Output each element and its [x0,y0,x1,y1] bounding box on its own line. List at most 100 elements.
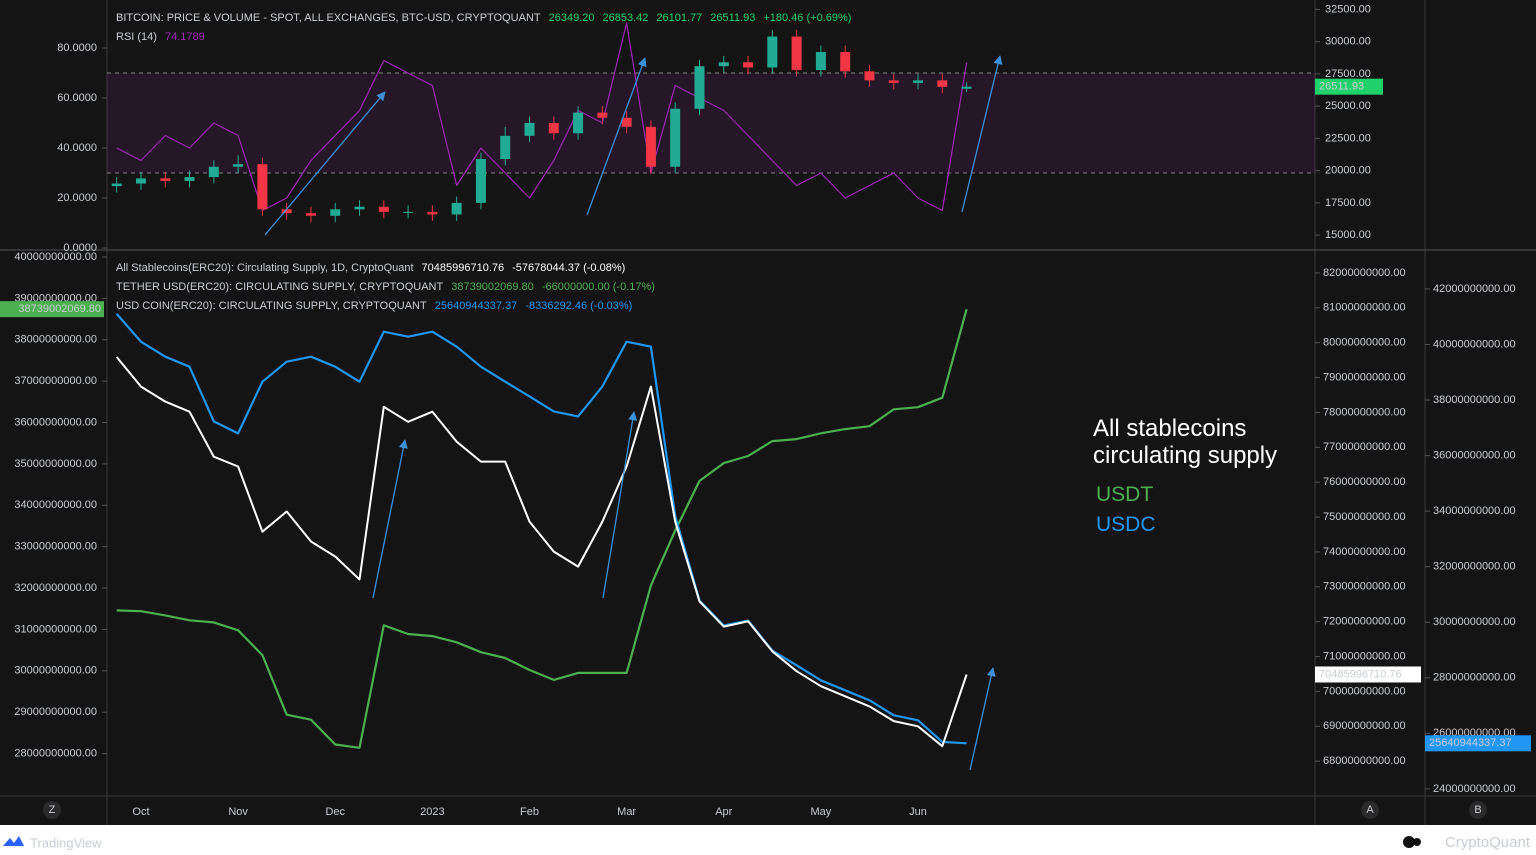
y-tick-label: 75000000000.00 [1323,511,1406,523]
candle-body [305,213,316,216]
axis-marker [1315,78,1383,95]
rsi-value: 74.1789 [165,31,205,43]
y-tick-label: 20.0000 [57,192,97,204]
y-tick-label: 30000000000.00 [14,665,97,677]
ui-button-label[interactable]: A [1366,804,1374,816]
chart-header: BITCOIN: PRICE & VOLUME - SPOT, ALL EXCH… [116,12,851,24]
axis-marker-label: 38739002069.80 [18,303,101,315]
candle-body [403,211,414,213]
y-tick-label: 28000000000.00 [1433,672,1516,684]
candle-body [475,159,486,203]
candle-body [743,62,754,68]
legend-change: -66000000.00 (-0.17%) [542,281,655,293]
candle-body [160,178,171,181]
y-tick-label: 32000000000.00 [1433,561,1516,573]
x-tick-label: Dec [325,806,345,818]
y-tick-label: 38000000000.00 [1433,394,1516,406]
axis-marker [1315,666,1421,683]
y-tick-label: 40000000000.00 [1433,338,1516,350]
axis-marker [0,301,104,318]
ui-button-label[interactable]: B [1474,804,1481,816]
series-line [115,313,967,745]
axis-marker-label: 26511.93 [1319,81,1364,93]
brand-right: CryptoQuant [1445,834,1531,851]
y-tick-label: 24000000000.00 [1433,783,1516,795]
y-tick-label: 31000000000.00 [14,623,97,635]
candle-body [597,112,608,118]
y-tick-label: 82000000000.00 [1323,267,1406,279]
x-tick-label: 2023 [420,806,444,818]
y-tick-label: 40000000000.00 [14,251,97,263]
y-tick-label: 38000000000.00 [14,334,97,346]
legend-entry: USD COIN(ERC20): CIRCULATING SUPPLY, CRY… [116,300,632,312]
y-tick-label: 79000000000.00 [1323,371,1406,383]
candle-body [135,178,146,184]
candle-body [378,206,389,212]
y-tick-label: 68000000000.00 [1323,755,1406,767]
y-tick-label: 36000000000.00 [1433,449,1516,461]
candle-body [208,166,219,178]
x-tick-label: Mar [617,806,636,818]
ui-button[interactable] [1361,801,1379,819]
annotation: USDC [1096,513,1156,536]
rsi-header: RSI (14) 74.1789 [116,31,205,43]
candle-body [791,36,802,71]
legend-name: USD COIN(ERC20): CIRCULATING SUPPLY, CRY… [116,300,427,312]
y-tick-label: 28000000000.00 [14,748,97,760]
y-tick-label: 34000000000.00 [14,499,97,511]
y-tick-label: 32500.00 [1325,3,1371,15]
y-tick-label: 32000000000.00 [14,582,97,594]
legend-change: -57678044.37 (-0.08%) [512,262,625,274]
candle-body [913,80,924,83]
candle-body [815,52,826,71]
y-tick-label: 29000000000.00 [14,706,97,718]
x-tick-label: Oct [132,806,149,818]
y-tick-label: 42000000000.00 [1433,283,1516,295]
y-tick-label: 72000000000.00 [1323,616,1406,628]
header-value: +180.46 (+0.69%) [763,12,851,24]
y-tick-label: 80.0000 [57,42,97,54]
x-tick-label: Nov [228,806,248,818]
candle-body [670,108,681,167]
candle-body [524,122,535,136]
candle-body [500,135,511,160]
y-tick-label: 17500.00 [1325,197,1371,209]
y-tick-label: 80000000000.00 [1323,337,1406,349]
ui-button[interactable] [43,801,61,819]
header-value: 26511.93 [710,12,755,24]
y-tick-label: 37000000000.00 [14,375,97,387]
candle-body [694,66,705,109]
y-tick-label: 70000000000.00 [1323,685,1406,697]
arrow [602,411,638,599]
rsi-band [107,73,1315,173]
candle-body [573,112,584,134]
annotation: All stablecoins circulating supply [1093,415,1278,469]
arrow [961,55,1003,213]
y-tick-label: 74000000000.00 [1323,546,1406,558]
arrow [969,667,996,771]
y-tick-label: 15000.00 [1325,229,1371,241]
brand-left: TradingView [30,835,102,850]
candle-body [961,86,972,89]
cryptoquant-icon [1403,836,1415,848]
candle-body [451,202,462,215]
axis-marker [1425,735,1531,752]
arrows [264,55,1003,771]
ui-button-label[interactable]: Z [49,804,56,816]
separators [0,0,1536,825]
footer [0,825,1536,855]
candle-body [111,183,122,187]
legend-name: All Stablecoins(ERC20): Circulating Supp… [116,262,414,274]
x-tick-label: Apr [715,806,732,818]
candle-body [548,122,559,134]
ui-button[interactable] [1469,801,1487,819]
y-tick-label: 35000000000.00 [14,458,97,470]
y-tick-label: 34000000000.00 [1433,505,1516,517]
logo-icons [3,836,1421,848]
y-tick-label: 76000000000.00 [1323,476,1406,488]
arrow [586,57,647,216]
cryptoquant-icon [1413,838,1421,846]
x-tick-label: Jun [909,806,927,818]
